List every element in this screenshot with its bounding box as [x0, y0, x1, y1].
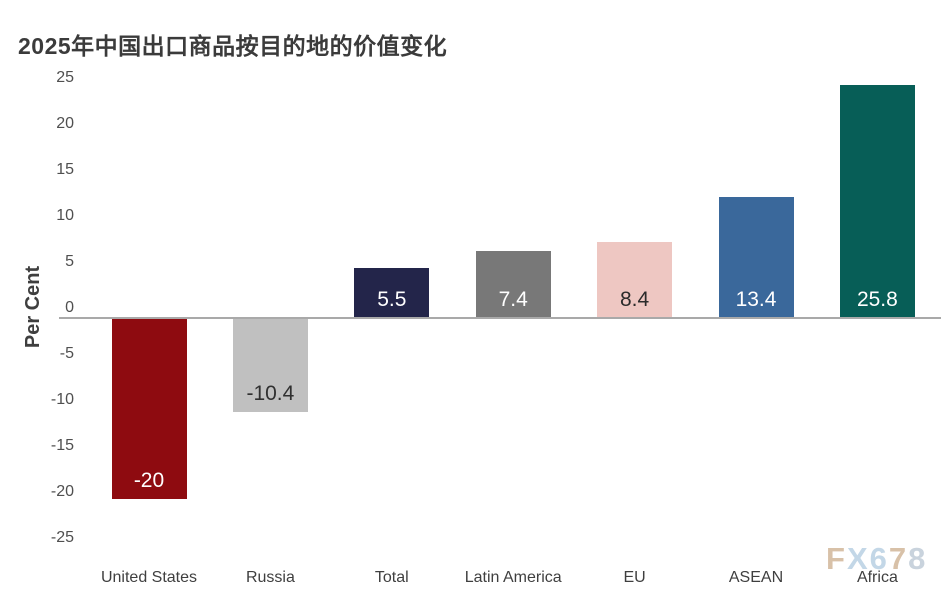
bar-value-label: 25.8 [856, 287, 898, 311]
bar-africa: 25.8 [839, 84, 915, 318]
bar-value-label: 13.4 [735, 287, 777, 311]
bar-asean: 13.4 [718, 196, 794, 318]
y-tick-label: 10 [56, 207, 74, 224]
x-category-label: United States [100, 569, 198, 586]
y-tick-label: 20 [56, 115, 74, 132]
x-category-label: ASEAN [728, 569, 784, 586]
y-tick-label: 0 [65, 299, 74, 316]
y-tick-label: 25 [56, 69, 74, 86]
y-tick-label: -15 [50, 437, 74, 454]
watermark-letter: X [846, 541, 870, 576]
y-tick-label: 5 [65, 253, 74, 270]
x-category-label: EU [623, 569, 646, 586]
watermark-letter: F [826, 541, 847, 576]
y-tick-label: -25 [50, 529, 74, 546]
x-category-label: Total [374, 569, 409, 586]
zero-axis-line [59, 317, 941, 319]
x-category-label: Africa [856, 569, 898, 586]
x-category-label: Latin America [464, 569, 562, 586]
bar-united-states: -20 [111, 318, 187, 499]
watermark-letter: 8 [908, 541, 928, 576]
bar-value-label: -10.4 [246, 382, 295, 406]
x-category-label: Russia [245, 569, 295, 586]
bar-russia: -10.4 [232, 318, 308, 413]
chart-title: 2025年中国出口商品按目的地的价值变化 [18, 33, 448, 59]
watermark-fx678: FX678 [826, 543, 927, 574]
watermark-letter: 7 [888, 541, 909, 576]
watermark-letter: 6 [869, 541, 889, 576]
y-tick-label: -10 [50, 391, 74, 408]
bar-latin-america: 7.4 [475, 251, 551, 318]
bar-value-label: -20 [133, 469, 165, 492]
y-tick-label: -5 [59, 345, 74, 362]
bar-value-label: 7.4 [498, 287, 528, 311]
bar-value-label: 8.4 [619, 287, 650, 311]
bar-total: 5.5 [354, 268, 430, 318]
bar-value-label: 5.5 [377, 287, 407, 311]
bar-eu: 8.4 [597, 241, 673, 318]
y-tick-label: 15 [56, 161, 74, 178]
y-tick-label: -20 [50, 483, 74, 500]
